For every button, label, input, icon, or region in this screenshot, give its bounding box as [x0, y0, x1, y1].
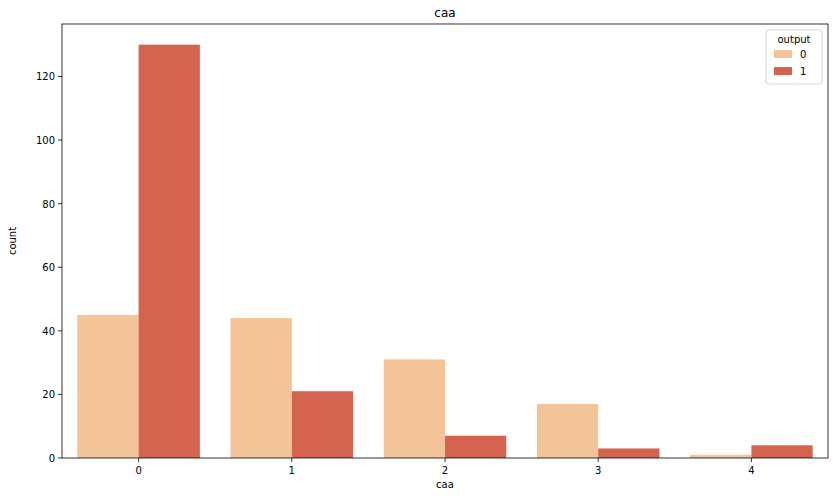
y-axis-label: count	[7, 227, 18, 255]
x-tick	[751, 458, 752, 462]
legend-title: output	[778, 34, 811, 45]
legend-box	[766, 30, 822, 84]
chart-container: 0 20 40 60 80 100 120 0 1 2 3 4 caa caa count output 0 1	[0, 0, 835, 496]
bar	[445, 436, 506, 458]
legend: output 0 1	[766, 30, 822, 84]
plot-frame	[62, 24, 828, 458]
y-tick-label: 120	[36, 71, 55, 82]
bar	[384, 359, 445, 458]
x-tick	[291, 458, 292, 462]
bar	[77, 315, 138, 458]
x-tick	[598, 458, 599, 462]
y-tick	[58, 458, 62, 459]
chart-svg: 0 20 40 60 80 100 120 0 1 2 3 4 caa caa count output 0 1	[0, 0, 835, 496]
bar	[292, 391, 353, 458]
legend-swatch	[774, 50, 792, 58]
bar	[139, 45, 200, 458]
y-tick	[58, 203, 62, 204]
y-tick	[58, 267, 62, 268]
y-tick	[58, 394, 62, 395]
bar	[690, 455, 751, 458]
x-tick	[138, 458, 139, 462]
y-tick	[58, 330, 62, 331]
y-tick-label: 100	[36, 135, 55, 146]
y-tick	[58, 76, 62, 77]
x-tick	[445, 458, 446, 462]
bar	[751, 445, 812, 458]
x-tick-label: 2	[442, 465, 448, 476]
bar	[231, 318, 292, 458]
bars	[77, 45, 812, 458]
bar	[598, 448, 659, 458]
x-axis-label: caa	[436, 479, 454, 490]
y-tick-label: 80	[42, 199, 55, 210]
legend-label: 0	[800, 49, 806, 60]
x-tick-label: 4	[748, 465, 754, 476]
x-tick-label: 0	[135, 465, 141, 476]
y-tick-label: 60	[42, 262, 55, 273]
x-tick-label: 3	[595, 465, 601, 476]
legend-label: 1	[800, 66, 806, 77]
x-tick-label: 1	[289, 465, 295, 476]
bar	[537, 404, 598, 458]
y-tick-label: 20	[42, 389, 55, 400]
y-tick-label: 0	[49, 453, 55, 464]
legend-swatch	[774, 67, 792, 75]
y-tick	[58, 140, 62, 141]
y-tick-label: 40	[42, 326, 55, 337]
chart-title: caa	[434, 6, 455, 20]
